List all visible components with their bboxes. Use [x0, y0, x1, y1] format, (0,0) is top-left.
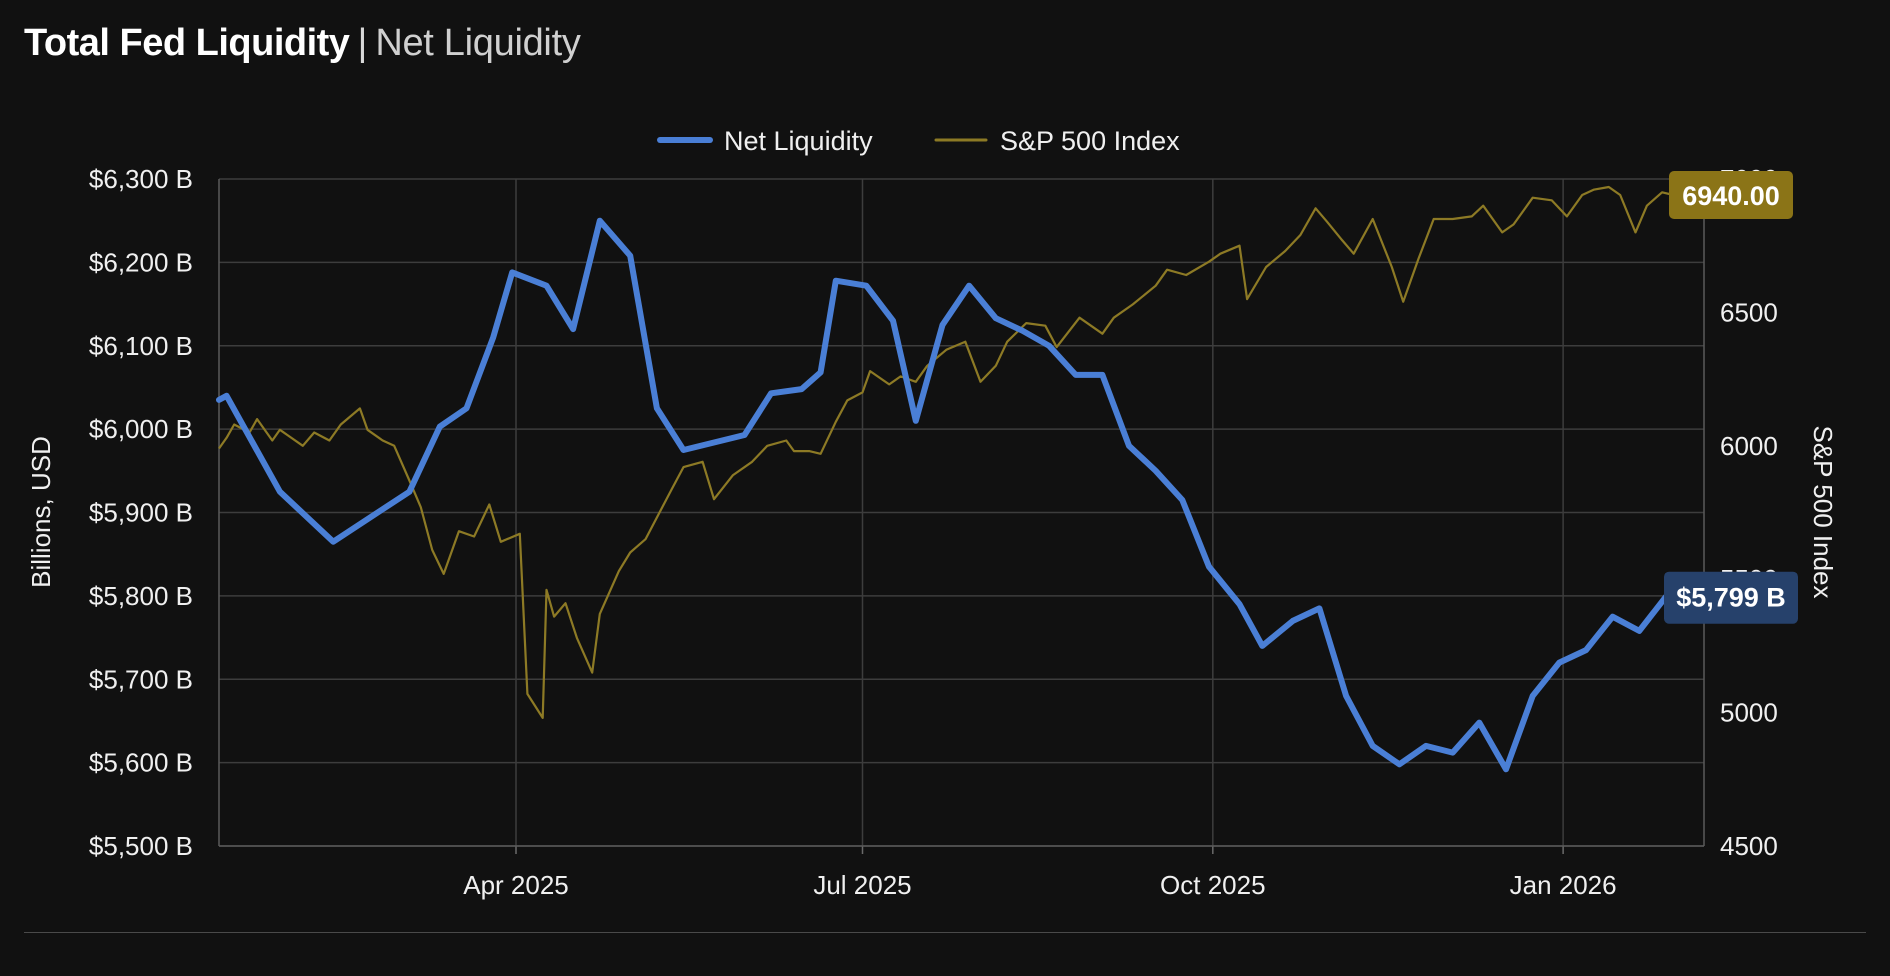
legend-item-sp500[interactable]: S&P 500 Index — [934, 126, 1180, 156]
y-tick-label: $6,100 B — [89, 331, 193, 361]
y2-tick-label: 5000 — [1720, 698, 1778, 728]
y2-tick-label: 4500 — [1720, 831, 1778, 861]
legend-item-net-liquidity[interactable]: Net Liquidity — [657, 126, 873, 156]
y-tick-label: $5,600 B — [89, 748, 193, 778]
last-value-badges: 6940.00 $5,799 B — [1664, 171, 1798, 624]
grid — [218, 178, 1705, 854]
legend-label-sp500: S&P 500 Index — [1000, 126, 1180, 156]
y-tick-label: $5,800 B — [89, 581, 193, 611]
x-tick-label: Jan 2026 — [1510, 870, 1617, 900]
y-axis-title: Billions, USD — [26, 436, 56, 588]
sp500-last-value-badge — [1669, 171, 1793, 220]
title-separator: | — [357, 22, 368, 64]
chart-header: Total Fed Liquidity | Net Liquidity — [24, 18, 581, 68]
y-tick-label: $6,000 B — [89, 414, 193, 444]
series-line-sp500[interactable] — [218, 185, 1674, 719]
y2-axis-title: S&P 500 Index — [1808, 426, 1838, 599]
series[interactable] — [216, 185, 1674, 773]
y-tick-label: $5,700 B — [89, 664, 193, 694]
axis-ticks: $6,300 B $6,200 B $6,100 B $6,000 B $5,900 B… — [89, 164, 1778, 900]
series-line-net-liquidity[interactable] — [216, 217, 1669, 773]
x-tick-label: Apr 2025 — [463, 870, 569, 900]
y-tick-label: $6,200 B — [89, 247, 193, 277]
net-liquidity-last-value-badge — [1664, 571, 1798, 624]
sp500-last-value-label: 6940.00 — [1682, 181, 1780, 211]
y-tick-label: $5,900 B — [89, 498, 193, 528]
footer-divider — [24, 932, 1866, 933]
x-tick-label: Jul 2025 — [813, 870, 911, 900]
y2-tick-label: 6500 — [1720, 297, 1778, 327]
page-subtitle[interactable]: Net Liquidity — [375, 22, 581, 64]
page-title: Total Fed Liquidity — [24, 22, 350, 64]
y2-tick-label: 6000 — [1720, 431, 1778, 461]
y-tick-label: $6,300 B — [89, 164, 193, 194]
net-liquidity-last-value-label: $5,799 B — [1676, 583, 1786, 613]
legend[interactable]: Net Liquidity S&P 500 Index — [657, 126, 1180, 156]
legend-label-net-liquidity: Net Liquidity — [724, 126, 873, 156]
x-tick-label: Oct 2025 — [1160, 870, 1266, 900]
y-tick-label: $5,500 B — [89, 831, 193, 861]
